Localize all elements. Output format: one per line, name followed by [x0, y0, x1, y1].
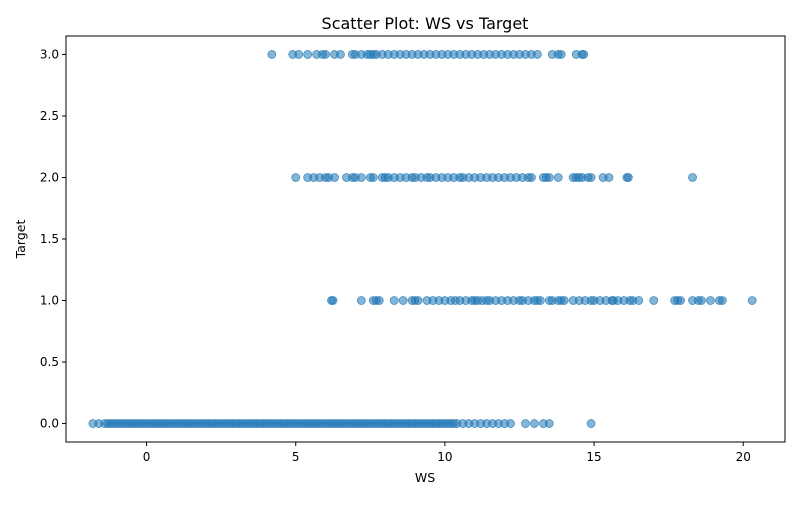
- data-point-1-61: [706, 296, 715, 305]
- plot-frame: [65, 35, 786, 443]
- data-point-2-55: [623, 173, 633, 182]
- data-point-3-8: [336, 50, 345, 59]
- data-point-3-6: [321, 50, 330, 59]
- x-axis-ticks: 0 5 10 15 20: [143, 442, 751, 464]
- x-tick-label: 10: [437, 450, 452, 464]
- data-point-1-54: [649, 296, 659, 305]
- y-tick-label: 3.0: [40, 47, 59, 61]
- y-tick-label: 1.0: [40, 294, 59, 308]
- data-point-0-134: [586, 419, 596, 428]
- data-point-1-60: [697, 296, 706, 305]
- data-point-1-10: [413, 296, 423, 305]
- data-point-1-2: [356, 296, 366, 305]
- data-point-1-63: [717, 296, 727, 305]
- data-point-1-57: [676, 296, 685, 305]
- x-tick-label: 5: [292, 450, 300, 464]
- y-tick-label: 2.0: [40, 170, 59, 184]
- data-point-2-51: [586, 173, 596, 182]
- data-point-2-12: [368, 173, 378, 182]
- chart-title: Scatter Plot: WS vs Target: [322, 14, 529, 33]
- data-point-0-130: [521, 419, 530, 428]
- data-point-1-39: [559, 296, 569, 305]
- x-axis-label: WS: [415, 470, 435, 485]
- y-tick-label: 1.5: [40, 232, 59, 246]
- data-point-1-6: [389, 296, 399, 305]
- data-points: [88, 50, 757, 428]
- y-tick-label: 0.0: [40, 417, 59, 431]
- data-point-2-0: [291, 173, 301, 182]
- data-point-1-64: [747, 296, 757, 305]
- data-point-2-45: [553, 173, 563, 182]
- data-point-3-2: [294, 50, 304, 59]
- data-point-2-56: [688, 173, 697, 182]
- x-tick-label: 15: [586, 450, 601, 464]
- data-point-1-1: [328, 296, 338, 305]
- data-point-3-3: [303, 50, 313, 59]
- data-point-3-48: [579, 50, 589, 59]
- y-axis-label: Target: [13, 220, 28, 260]
- data-point-0-131: [529, 419, 539, 428]
- data-point-2-41: [527, 173, 536, 182]
- data-point-3-42: [532, 50, 542, 59]
- y-axis-ticks: 0.0 0.5 1.0 1.5 2.0 2.5 3.0: [40, 47, 66, 431]
- data-point-0-129: [506, 419, 515, 428]
- data-point-3-0: [267, 50, 277, 59]
- data-point-0-133: [544, 419, 554, 428]
- data-point-2-6: [330, 173, 339, 182]
- data-point-2-53: [604, 173, 614, 182]
- data-point-1-53: [634, 296, 644, 305]
- data-point-1-5: [374, 296, 384, 305]
- x-tick-label: 20: [736, 450, 751, 464]
- y-tick-label: 2.5: [40, 109, 59, 123]
- x-tick-label: 0: [143, 450, 151, 464]
- data-point-1-7: [398, 296, 408, 305]
- data-point-2-44: [544, 173, 554, 182]
- data-point-1-34: [535, 296, 545, 305]
- y-tick-label: 0.5: [40, 355, 59, 369]
- data-point-2-10: [356, 173, 366, 182]
- data-point-3-45: [556, 50, 566, 59]
